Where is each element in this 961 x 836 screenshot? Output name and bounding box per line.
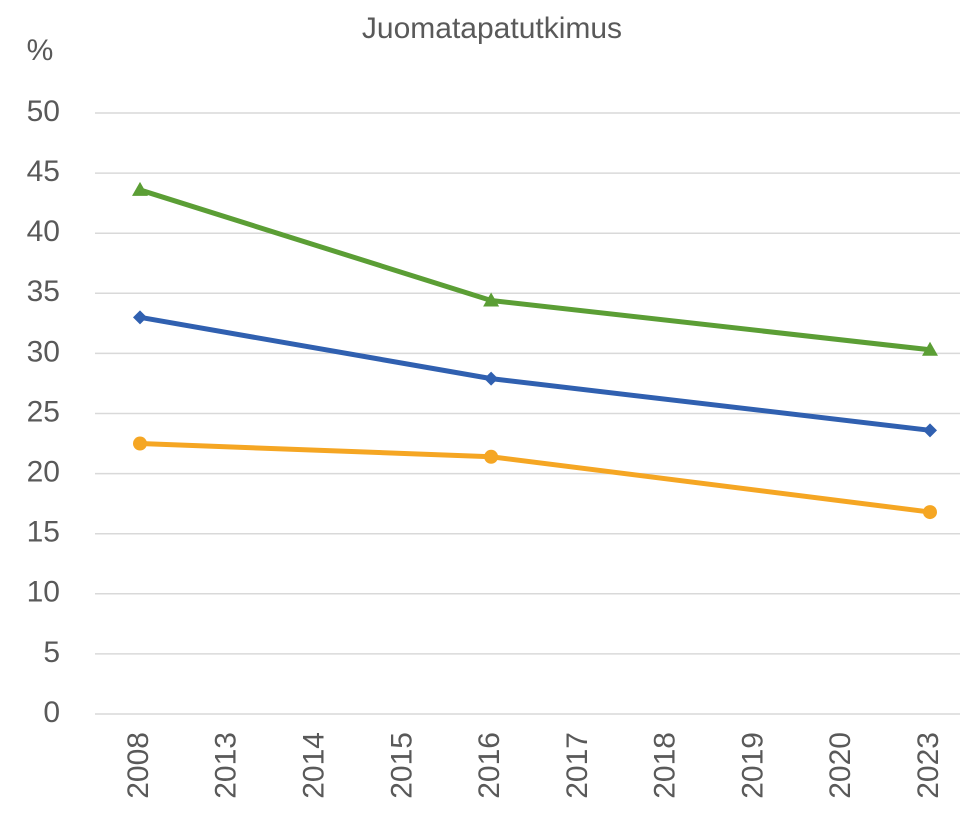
marker <box>923 505 937 520</box>
marker <box>132 181 148 196</box>
y-tick-label: 10 <box>27 576 60 609</box>
x-tick-label: 2015 <box>385 732 418 799</box>
marker <box>483 292 500 307</box>
y-tick-label: 5 <box>43 636 60 669</box>
x-tick-label: 2013 <box>210 732 243 799</box>
y-tick-label: 35 <box>27 275 60 308</box>
y-tick-label: 40 <box>27 215 60 248</box>
x-tick-label: 2014 <box>297 732 330 799</box>
y-tick-label: 30 <box>27 335 60 368</box>
chart-title: Juomatapatutkimus <box>362 12 622 45</box>
x-tick-label: 2018 <box>649 732 682 799</box>
x-tick-label: 2008 <box>122 732 155 799</box>
y-tick-label: 15 <box>27 516 60 549</box>
y-tick-label: 0 <box>43 696 60 729</box>
x-tick-label: 2023 <box>912 732 945 799</box>
y-tick-label: 50 <box>27 95 60 128</box>
x-tick-label: 2019 <box>736 732 769 799</box>
marker <box>922 341 938 356</box>
series-line <box>139 187 931 353</box>
y-tick-label: 25 <box>27 395 60 428</box>
marker <box>484 371 499 386</box>
y-axis-label: % <box>27 34 54 67</box>
x-tick-label: 2020 <box>824 732 857 799</box>
y-tick-label: 45 <box>27 155 60 188</box>
marker <box>484 449 499 464</box>
marker <box>133 436 147 451</box>
x-tick-label: 2017 <box>561 732 594 799</box>
y-tick-label: 20 <box>27 456 60 489</box>
marker <box>133 310 147 325</box>
x-tick-label: 2016 <box>473 732 506 799</box>
series-line <box>139 441 931 515</box>
marker <box>923 423 937 438</box>
